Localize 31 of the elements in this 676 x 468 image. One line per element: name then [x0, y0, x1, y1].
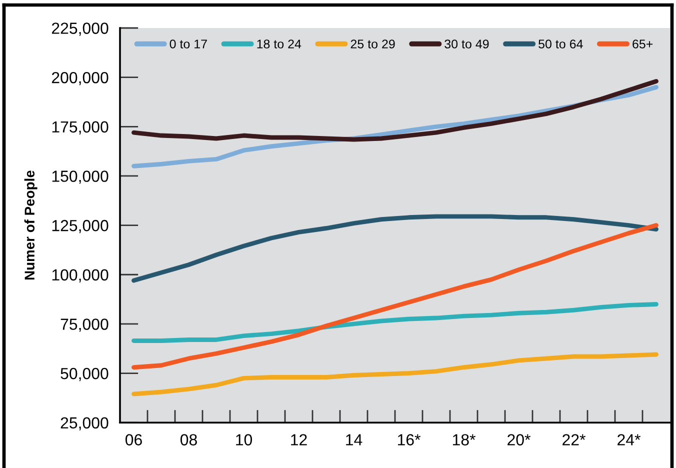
- y-tick-label: 225,000: [52, 22, 108, 36]
- line-series: [132, 352, 658, 396]
- legend-label: 0 to 17: [170, 40, 207, 48]
- x-tick-label: 10: [236, 434, 252, 446]
- y-tick-label: 125,000: [52, 220, 108, 234]
- y-tick-label: 50,000: [60, 368, 108, 382]
- x-tick-label: 18*: [452, 434, 476, 446]
- y-axis-title: Numer of People: [24, 170, 38, 280]
- legend-label: 30 to 49: [444, 40, 489, 48]
- x-tick-label: 16*: [398, 434, 420, 446]
- x-tick-label: 12: [291, 434, 307, 446]
- x-tick-label: 22*: [562, 434, 586, 446]
- line-series: [132, 223, 658, 370]
- y-tick-label: 200,000: [52, 72, 108, 86]
- line-series: [132, 79, 658, 142]
- y-tick-label: 75,000: [60, 318, 108, 332]
- y-tick-label: 150,000: [52, 170, 108, 184]
- line-series: [132, 214, 658, 283]
- x-tick-label: 24*: [618, 434, 640, 446]
- y-tick-label: 175,000: [52, 121, 108, 134]
- x-tick-label: 06: [125, 434, 142, 446]
- y-tick-label: 100,000: [52, 269, 108, 282]
- x-tick-label: 14: [346, 434, 362, 446]
- legend-label: 25 to 29: [350, 40, 395, 48]
- y-tick-label: 25,000: [60, 417, 108, 430]
- x-tick-label: 20*: [508, 434, 530, 446]
- x-tick-label: 08: [180, 434, 197, 446]
- legend-label: 65+: [632, 40, 653, 48]
- legend-label: 18 to 24: [257, 40, 302, 48]
- line-series: [132, 302, 658, 343]
- legend-label: 50 to 64: [538, 40, 583, 48]
